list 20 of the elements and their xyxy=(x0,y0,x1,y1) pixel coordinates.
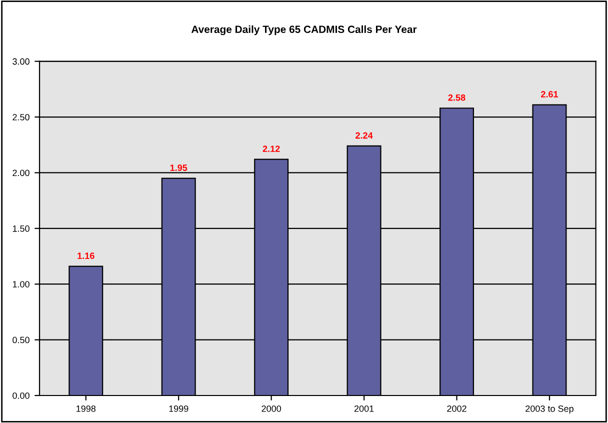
data-label: 2.58 xyxy=(448,94,466,101)
y-tick-label: 1.00 xyxy=(12,281,30,288)
x-tick-label: 1998 xyxy=(76,405,96,412)
data-label: 2.61 xyxy=(541,91,558,98)
data-label: 1.95 xyxy=(170,164,188,171)
data-label: 2.24 xyxy=(356,132,373,139)
chart-title: Average Daily Type 65 CADMIS Calls Per Year xyxy=(191,25,417,36)
data-label: 2.12 xyxy=(262,146,280,152)
x-tick-label: 2002 xyxy=(447,405,466,412)
data-label: 1.16 xyxy=(78,252,94,259)
y-tick-label: 1.50 xyxy=(12,225,30,232)
x-tick-label: 2003 to Sep xyxy=(526,405,574,414)
y-tick-label: 0.50 xyxy=(12,336,30,344)
y-tick-label: 3.00 xyxy=(12,58,30,65)
y-tick-label: 2.50 xyxy=(12,114,30,120)
x-tick-label: 1999 xyxy=(169,405,188,412)
y-tick-label: 2.00 xyxy=(12,170,30,176)
x-tick-label: 2001 xyxy=(354,405,374,412)
y-tick-label: 0.00 xyxy=(12,392,30,399)
x-tick-label: 2000 xyxy=(262,405,282,412)
